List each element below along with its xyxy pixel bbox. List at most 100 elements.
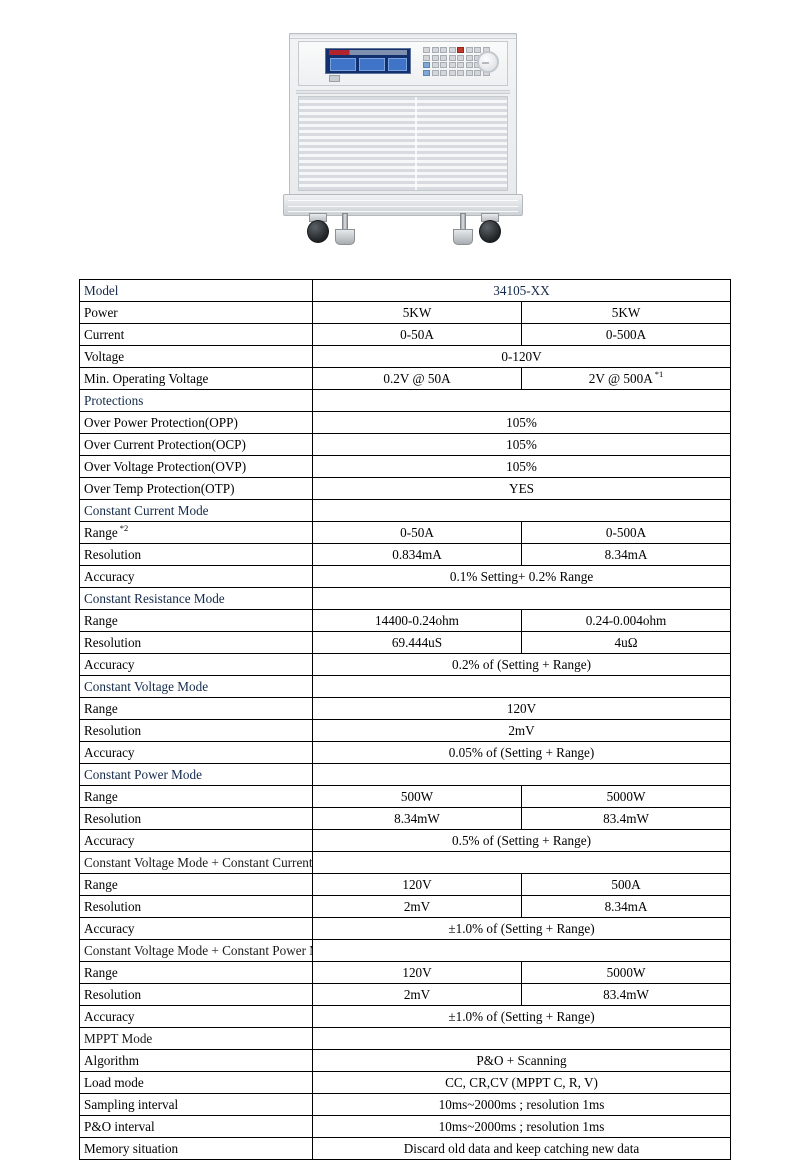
spec-row: Over Voltage Protection(OVP) 105%: [79, 455, 732, 478]
section-header-row: Constant Current Mode: [79, 499, 732, 522]
front-panel: [298, 41, 508, 86]
spec-value-cell: [311, 939, 732, 962]
spec-label-cell: Over Temp Protection(OTP): [79, 477, 313, 500]
caster-wheel: [307, 213, 329, 243]
spec-value-cell-a: 120V: [312, 961, 522, 984]
spec-row: P&O interval 10ms~2000ms ; resolution 1ms: [79, 1115, 732, 1138]
section-header-row: Constant Resistance Mode: [79, 587, 732, 610]
spec-value-cell: ±1.0% of (Setting + Range): [311, 917, 732, 940]
spec-value-cell: CC, CR,CV (MPPT C, R, V): [311, 1071, 732, 1094]
spec-value-cell: 10ms~2000ms ; resolution 1ms: [311, 1115, 732, 1138]
keypad-key: [440, 54, 447, 61]
keypad-key: [448, 69, 456, 76]
spec-label-cell: Protections: [79, 389, 313, 412]
spec-value-cell: 34105-XX: [311, 279, 732, 302]
spec-value-cell-a: 2mV: [312, 983, 522, 1006]
spec-label-cell: Resolution: [79, 543, 313, 566]
spec-row: Algorithm P&O + Scanning: [79, 1049, 732, 1072]
spec-value-cell-b: 8.34mA: [520, 543, 732, 566]
instrument-chassis: [289, 33, 517, 196]
spec-table-body: Model 34105-XX Power 5KW 5KW Current 0-50A 0-50…: [79, 279, 732, 1160]
spec-row: Range *2 0-50A 0-500A: [79, 521, 732, 544]
spec-value-cell: 105%: [311, 455, 732, 478]
spec-label-cell: Voltage: [79, 345, 313, 368]
spec-row: Range 120V 500A: [79, 873, 732, 896]
keypad-key: [423, 47, 430, 53]
spec-label-cell: Current: [79, 323, 313, 346]
spec-row: Resolution 2mV: [79, 719, 732, 742]
spec-label-cell: Constant Current Mode: [79, 499, 313, 522]
spec-row: Accuracy 0.05% of (Setting + Range): [79, 741, 732, 764]
keypad-key: [457, 62, 464, 68]
leveling-foot: [335, 213, 355, 247]
spec-value-cell: 2mV: [311, 719, 732, 742]
spec-label-cell: Range: [79, 961, 313, 984]
keypad-key: [448, 62, 456, 68]
spec-value-cell: 120V: [311, 697, 732, 720]
spec-row: Resolution 2mV 83.4mW: [79, 983, 732, 1006]
spec-label-cell: Accuracy: [79, 917, 313, 940]
spec-value-cell-b: 8.34mA: [520, 895, 732, 918]
section-header-row: Model 34105-XX: [79, 279, 732, 302]
rotary-knob-icon: [477, 51, 499, 73]
spec-label-cell: Power: [79, 301, 313, 324]
spec-label-cell: Algorithm: [79, 1049, 313, 1072]
vent-seam: [415, 97, 418, 190]
keypad-key: [465, 54, 473, 61]
spec-value-cell-a: 0-50A: [312, 521, 522, 544]
chassis-base-plinth: [283, 194, 523, 216]
spec-row: Over Temp Protection(OTP) YES: [79, 477, 732, 500]
spec-row: Over Power Protection(OPP) 105%: [79, 411, 732, 434]
spec-value-cell: 0.5% of (Setting + Range): [311, 829, 732, 852]
spec-row: Power 5KW 5KW: [79, 301, 732, 324]
lcd-segment: [388, 58, 407, 71]
keypad-key: [431, 54, 439, 61]
spec-label-cell: Resolution: [79, 719, 313, 742]
spec-value-cell-b: 83.4mW: [520, 983, 732, 1006]
spec-label-cell: Constant Voltage Mode + Constant Power M…: [79, 939, 313, 962]
spec-row: Resolution 69.444uS 4uΩ: [79, 631, 732, 654]
base-highlight-line: [288, 211, 518, 212]
keypad-key: [431, 69, 439, 76]
spec-value-cell: 105%: [311, 433, 732, 456]
keypad-key: [457, 69, 464, 76]
ventilation-slats: [298, 96, 508, 191]
spec-value-cell: [311, 389, 732, 412]
section-header-row: Constant Power Mode: [79, 763, 732, 786]
spec-value-cell-b: 0.24-0.004ohm: [520, 609, 732, 632]
keypad-key: [431, 62, 439, 68]
keypad-key: [448, 54, 456, 61]
spec-value-cell-a: 8.34mW: [312, 807, 522, 830]
usb-port-icon: [329, 75, 340, 82]
spec-value-cell-b: 0-500A: [520, 521, 732, 544]
caster-wheel: [479, 213, 501, 243]
spec-value-cell: 0-120V: [311, 345, 732, 368]
spec-value-cell-a: 0.2V @ 50A: [312, 367, 522, 390]
base-highlight-line: [288, 206, 518, 207]
spec-value-cell-b: 5KW: [520, 301, 732, 324]
leveling-foot: [453, 213, 473, 247]
spec-label-cell: Memory situation: [79, 1137, 313, 1160]
spec-label-cell: Accuracy: [79, 653, 313, 676]
spec-value-cell: [311, 851, 732, 874]
spec-row: Accuracy ±1.0% of (Setting + Range): [79, 1005, 732, 1028]
lcd-brand-bar: [329, 50, 407, 55]
spec-value-cell: [311, 499, 732, 522]
leveling-foot-pad: [335, 229, 355, 245]
spec-label-cell: Accuracy: [79, 565, 313, 588]
spec-value-cell: Discard old data and keep catching new d…: [311, 1137, 732, 1160]
section-header-row: Protections: [79, 389, 732, 412]
spec-label-cell: Constant Voltage Mode: [79, 675, 313, 698]
spec-value-cell-b: 2V @ 500A *1: [520, 367, 732, 390]
spec-value-cell: 0.2% of (Setting + Range): [311, 653, 732, 676]
spec-label-cell: Resolution: [79, 983, 313, 1006]
spec-label-cell: Accuracy: [79, 829, 313, 852]
keypad-key: [448, 47, 456, 53]
chassis-top-edge: [290, 34, 516, 39]
spec-row: Min. Operating Voltage 0.2V @ 50A 2V @ 500…: [79, 367, 732, 390]
spec-row: Range 120V 5000W: [79, 961, 732, 984]
spec-label-cell: Load mode: [79, 1071, 313, 1094]
keypad-key: [423, 54, 430, 61]
spec-row: Sampling interval 10ms~2000ms ; resolutio…: [79, 1093, 732, 1116]
spec-label-cell: Resolution: [79, 631, 313, 654]
